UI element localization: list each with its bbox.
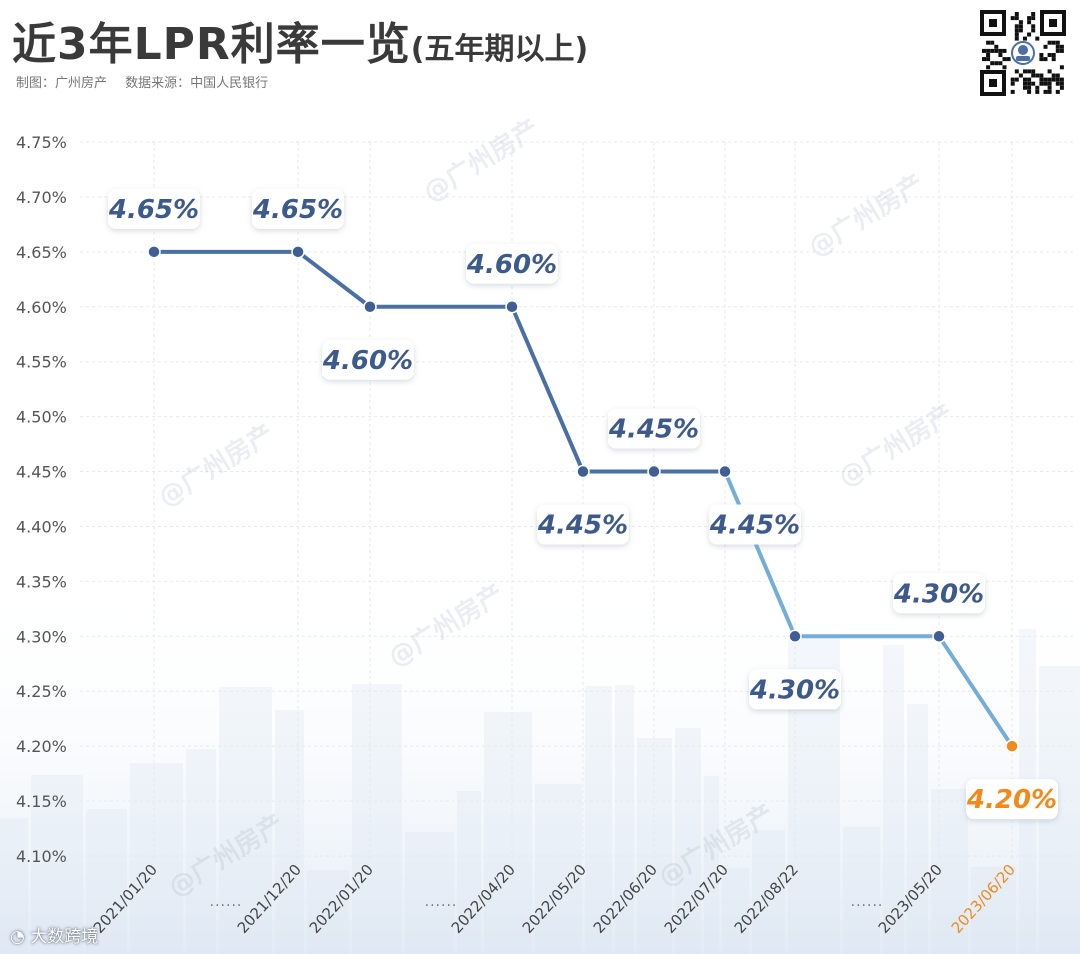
data-label: 4.45% <box>709 504 801 545</box>
y-tick-label: 4.45% <box>16 463 67 482</box>
data-point <box>576 464 590 479</box>
data-labels: 4.65% 4.65% 4.60% 4.60% 4.45% 4.45% 4.45% 4.30%… <box>108 188 1058 820</box>
data-point <box>932 629 946 644</box>
y-tick-label: 4.25% <box>16 682 67 701</box>
y-tick-label: 4.35% <box>16 572 67 591</box>
eye-icon: ◔ <box>10 927 31 947</box>
data-label-text: 4.60% <box>322 346 413 376</box>
y-tick-label: 4.60% <box>16 298 67 317</box>
gap-markers: .................. <box>210 894 884 910</box>
data-label-text: 4.20% <box>966 785 1057 815</box>
data-label-text: 4.65% <box>108 195 199 225</box>
y-tick-label: 4.55% <box>16 353 67 372</box>
y-tick-label: 4.20% <box>16 737 67 756</box>
series-segment <box>510 304 585 474</box>
gap-marker: ...... <box>210 894 243 910</box>
data-label: 4.65% <box>252 188 344 229</box>
data-label-text: 4.45% <box>537 511 628 541</box>
y-axis: 4.10% 4.15% 4.20% 4.25% 4.30% 4.35% 4.40% 4.45%… <box>16 133 67 866</box>
data-label-text: 4.30% <box>893 579 984 609</box>
data-label: 4.65% <box>108 188 200 229</box>
data-label: 4.30% <box>749 669 841 710</box>
data-label: 4.20% <box>966 779 1058 820</box>
line-chart: 4.10% 4.15% 4.20% 4.25% 4.30% 4.35% 4.40% 4.45%… <box>0 133 1080 954</box>
data-point <box>363 300 377 314</box>
gap-marker: ...... <box>425 894 458 910</box>
gap-marker: ...... <box>851 894 884 910</box>
footer-logo-text: 大数跨境 <box>30 927 99 947</box>
data-label: 4.45% <box>537 504 629 545</box>
city-skyline-background <box>0 580 1080 954</box>
maker-credit: 制图：广州房产 <box>16 76 108 91</box>
data-points <box>147 245 1019 753</box>
chart-title: 近3年LPR利率一览 <box>12 19 411 70</box>
data-label-text: 4.45% <box>608 415 699 445</box>
qr-code-icon <box>980 10 1066 96</box>
data-point <box>505 300 519 314</box>
series-segment <box>937 634 1014 749</box>
y-tick-label: 4.65% <box>16 243 67 262</box>
y-tick-label: 4.50% <box>16 408 67 427</box>
y-tick-label: 4.40% <box>16 517 67 536</box>
data-point <box>718 464 732 479</box>
data-label-text: 4.30% <box>749 675 840 705</box>
title-row: 近3年LPR利率一览(五年期以上) <box>12 8 589 70</box>
data-label-text: 4.45% <box>709 511 800 541</box>
data-source: 数据来源：中国人民银行 <box>125 76 269 91</box>
series-segment <box>723 469 797 639</box>
data-label-text: 4.65% <box>252 195 343 225</box>
data-point <box>147 245 161 259</box>
data-point <box>291 245 305 259</box>
data-point <box>647 464 661 479</box>
y-tick-label: 4.30% <box>16 627 67 646</box>
data-label: 4.45% <box>608 408 700 449</box>
data-label: 4.30% <box>893 573 985 614</box>
series-segment <box>296 249 372 309</box>
data-point <box>1005 739 1019 753</box>
y-tick-label: 4.75% <box>16 133 67 152</box>
chart-title-sub: (五年期以上) <box>410 32 589 67</box>
data-label: 4.60% <box>322 339 414 380</box>
footer-logo: ◔ 大数跨境 <box>10 922 98 947</box>
subtitle: 制图：广州房产 数据来源：中国人民银行 <box>16 72 268 91</box>
y-tick-label: 4.15% <box>16 792 67 811</box>
series-line <box>152 249 1014 749</box>
y-tick-label: 4.70% <box>16 188 67 207</box>
data-label: 4.60% <box>466 243 558 284</box>
data-label-text: 4.60% <box>466 250 557 280</box>
y-tick-label: 4.10% <box>16 847 67 866</box>
data-point <box>788 629 802 644</box>
